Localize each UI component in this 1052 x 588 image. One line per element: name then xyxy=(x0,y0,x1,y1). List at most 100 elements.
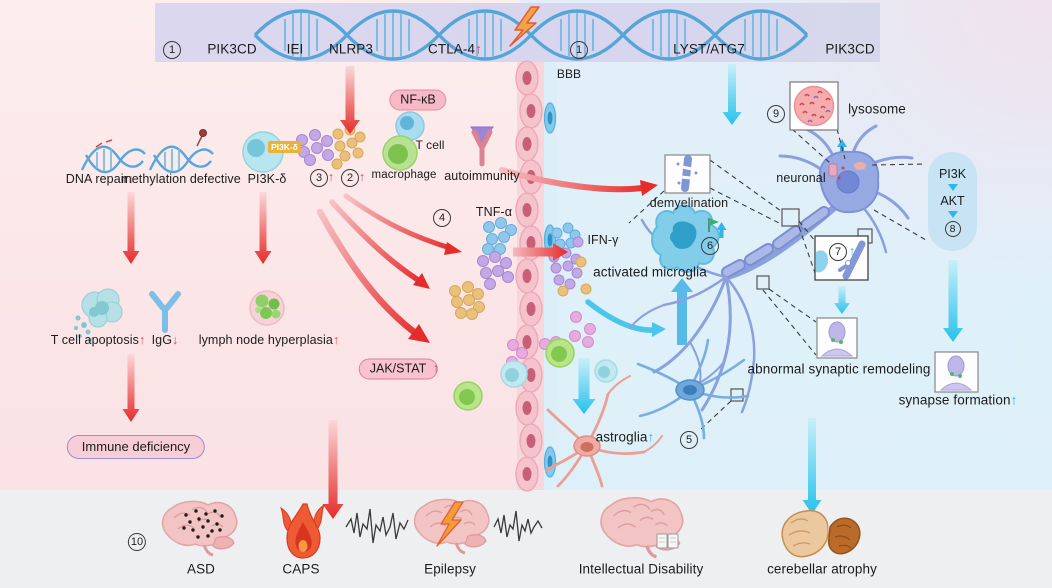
immune-deficiency-pill: Immune deficiency xyxy=(66,435,206,459)
number-3-direction: ↑ xyxy=(327,170,335,184)
gene-label-ctla4: CTLA-4↑ xyxy=(428,41,482,57)
dna-repair-label: DNA repair↓ xyxy=(65,172,135,186)
caps-label: CAPS xyxy=(282,561,320,577)
zoom-source-squares xyxy=(703,208,873,402)
soma-lysosome-organelle xyxy=(828,163,838,177)
astroglia-cell xyxy=(544,375,663,488)
epilepsy-eeg-right xyxy=(493,510,543,542)
macrophage-label: macrophage xyxy=(371,169,437,181)
number-7-direction: ↑ xyxy=(848,244,856,258)
arrow-sweep-2 xyxy=(329,199,421,283)
arrow-pi3kd-down xyxy=(254,192,272,264)
red-arrows xyxy=(122,66,658,519)
neuron-nucleus xyxy=(836,170,860,194)
abnormal-synapse-inset-box xyxy=(816,317,858,359)
synapse-formation-label: synapse formation↑ xyxy=(898,392,1018,408)
book-icon xyxy=(656,533,679,549)
t-cell xyxy=(395,111,425,141)
circled-number-10: 10 xyxy=(127,533,147,551)
arrow-curved-to-microglia xyxy=(585,299,657,333)
neuron xyxy=(629,124,914,414)
jak-stat-pill: JAK/STAT xyxy=(358,358,438,380)
demyelination-inset-box xyxy=(664,154,711,194)
arrow-up-to-microglia xyxy=(671,278,693,345)
circled-number-3: 3 xyxy=(310,169,328,187)
myelin-sheaths xyxy=(721,206,830,278)
macrophage-cell xyxy=(382,135,418,171)
cyan-arrows xyxy=(572,64,963,514)
demyelination-label: demyelination xyxy=(649,196,729,210)
arrow-lyst-atg7-down xyxy=(722,64,742,125)
arrow-8-to-synapse-formation xyxy=(943,260,963,342)
circled-number-1-right: 1 xyxy=(570,41,588,59)
lysosome-inset-box xyxy=(789,81,839,131)
jak-stat-direction: ↑ xyxy=(432,361,440,375)
gene-label-iei: IEI xyxy=(286,41,304,57)
circled-number-2: 2 xyxy=(341,169,359,187)
blue-astrocyte-cell xyxy=(636,338,750,440)
intellectual-disability-label: Intellectual Disability xyxy=(578,561,704,577)
tnf-alpha-label: TNF-α xyxy=(475,205,513,219)
asd-dots xyxy=(182,509,224,539)
circled-number-9: 9 xyxy=(767,105,785,123)
arrow-to-cerebellar-atrophy xyxy=(802,418,822,514)
nfkb-pill: NF-κB xyxy=(389,89,447,111)
igg-antibody-icon xyxy=(149,291,181,333)
lightning-mutation-icon xyxy=(509,6,540,47)
orange-cytokine-low-cluster xyxy=(449,281,485,320)
circled-number-7: 7 xyxy=(829,243,847,261)
activated-microglia-cell xyxy=(651,204,720,273)
bbb-barrier-band xyxy=(515,60,557,492)
arrow-autoimmunity-to-demyelination xyxy=(499,167,645,193)
autoimmunity-label: autoimmunity xyxy=(444,169,520,183)
astroglia-label: astroglia↑ xyxy=(595,429,655,445)
gene-label-nlrp3: NLRP3 xyxy=(328,41,374,57)
arrow-cytokines-cross-bbb xyxy=(513,243,568,261)
pathway-down-arrow-icon xyxy=(947,183,958,191)
methylation-defective-icon xyxy=(148,129,214,174)
dna-strand-2 xyxy=(253,9,809,61)
arrow-to-caps xyxy=(322,420,344,519)
circled-number-6: 6 xyxy=(701,237,719,255)
mini-arrow-up-flag xyxy=(716,222,727,238)
activated-microglia-label: activated microglia xyxy=(593,264,707,280)
dna-repair-icon xyxy=(80,139,146,174)
arrow-sweep-3 xyxy=(316,208,418,336)
lysosome-label: lysosome xyxy=(848,101,906,117)
t-cell-apoptosis-label: T cell apoptosis↑ xyxy=(50,333,146,347)
circled-number-8: 8 xyxy=(944,220,961,237)
purple-cytokine-cluster-3 xyxy=(296,129,334,166)
gene-banner xyxy=(155,3,880,62)
gene-label-pik3cd-left: PIK3CD xyxy=(207,41,257,57)
autoimmunity-antibody-icon xyxy=(470,126,494,167)
pi3k-label: PI3K xyxy=(938,166,967,181)
dna-helix-art xyxy=(253,6,809,61)
circled-number-1-left: 1 xyxy=(163,41,181,59)
cerebellar-atrophy-label: cerebellar atrophy xyxy=(767,561,877,577)
cerebellar-atrophy-icon xyxy=(781,509,861,558)
circled-number-4: 4 xyxy=(433,209,451,227)
gene-label-lyst-atg7: LYST/ATG7 xyxy=(673,41,745,57)
ifn-gamma-label: IFN-γ xyxy=(587,233,619,247)
t-cell-label: T cell xyxy=(415,138,445,152)
arrow-dna-repair-down xyxy=(122,192,140,264)
epilepsy-lightning-icon xyxy=(436,501,464,547)
methylation-defective-label: methylation defective xyxy=(121,172,241,186)
asd-label: ASD xyxy=(186,561,216,577)
bbb-endothelial-cells xyxy=(515,60,543,492)
neuronal-label: neuronal xyxy=(776,171,826,185)
tnf-alpha-dots xyxy=(482,217,517,255)
arrow-7-to-synapse-box xyxy=(834,286,850,314)
asd-brain-icon xyxy=(161,499,239,557)
pi3kd-label: PI3K-δ xyxy=(247,172,287,186)
epilepsy-label: Epilepsy xyxy=(424,561,476,577)
dashed-connectors xyxy=(628,128,927,431)
synapse-formation-inset-box xyxy=(934,351,979,393)
number-2-direction: ↑ xyxy=(358,170,366,184)
pathway-down-arrow-icon xyxy=(947,210,958,218)
arrow-nlrp3-down xyxy=(340,66,360,134)
pi3kd-cell-tag: PI3K-δ xyxy=(268,141,301,153)
akt-label: AKT xyxy=(940,193,965,208)
